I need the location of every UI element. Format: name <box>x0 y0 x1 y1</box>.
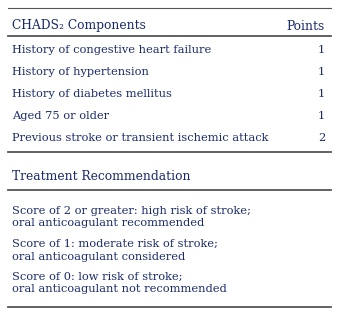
Text: History of hypertension: History of hypertension <box>12 67 149 77</box>
Text: 1: 1 <box>318 45 325 55</box>
Text: Previous stroke or transient ischemic attack: Previous stroke or transient ischemic at… <box>12 133 268 143</box>
Text: Aged 75 or older: Aged 75 or older <box>12 111 109 121</box>
Text: oral anticoagulant considered: oral anticoagulant considered <box>12 252 185 261</box>
Text: 2: 2 <box>318 133 325 143</box>
Text: Treatment Recommendation: Treatment Recommendation <box>12 169 191 183</box>
Text: 1: 1 <box>318 111 325 121</box>
Text: Score of 0: low risk of stroke;: Score of 0: low risk of stroke; <box>12 272 182 282</box>
Text: CHADS₂ Components: CHADS₂ Components <box>12 19 146 32</box>
Text: Points: Points <box>287 19 325 32</box>
Text: oral anticoagulant not recommended: oral anticoagulant not recommended <box>12 285 227 294</box>
Text: History of diabetes mellitus: History of diabetes mellitus <box>12 89 172 99</box>
Text: Score of 2 or greater: high risk of stroke;: Score of 2 or greater: high risk of stro… <box>12 206 251 216</box>
Text: 1: 1 <box>318 67 325 77</box>
Text: oral anticoagulant recommended: oral anticoagulant recommended <box>12 218 204 229</box>
Text: Score of 1: moderate risk of stroke;: Score of 1: moderate risk of stroke; <box>12 239 218 249</box>
Text: 1: 1 <box>318 89 325 99</box>
Text: History of congestive heart failure: History of congestive heart failure <box>12 45 211 55</box>
